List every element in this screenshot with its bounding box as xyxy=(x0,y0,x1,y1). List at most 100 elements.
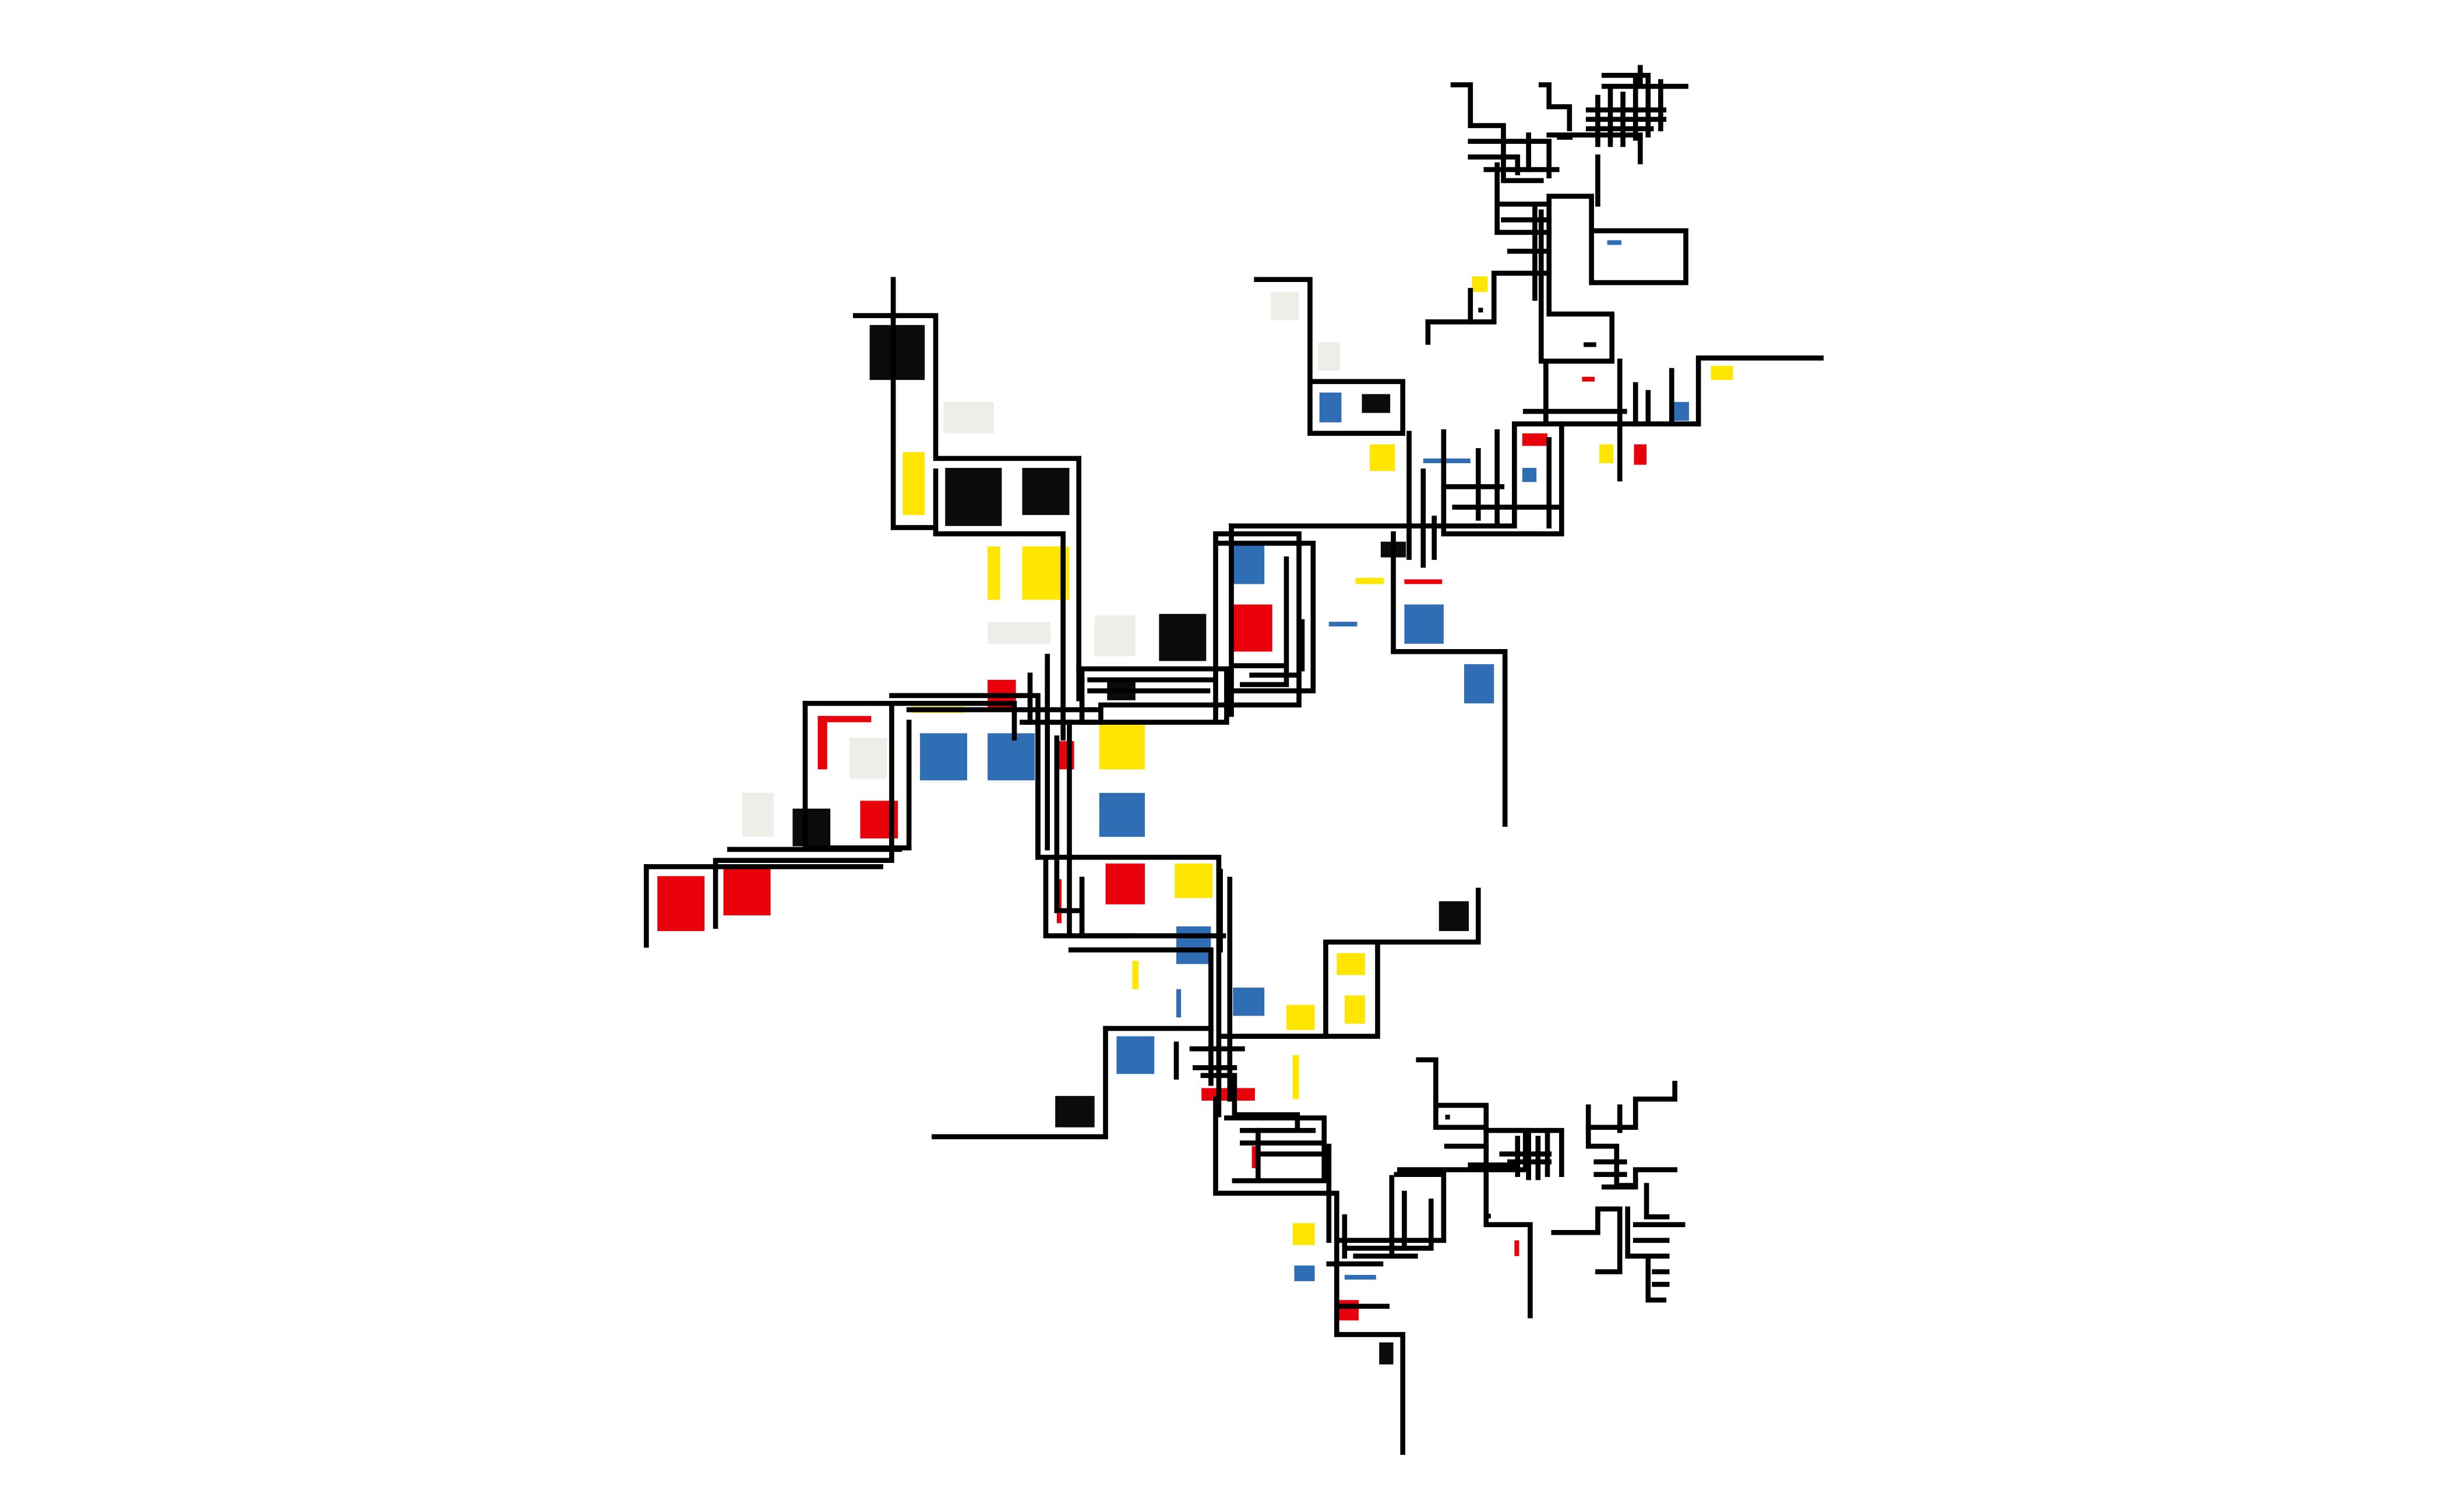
line-segment xyxy=(1546,132,1643,164)
yellow-block xyxy=(1337,953,1365,975)
yellow-block xyxy=(1286,1005,1315,1030)
yellow-block xyxy=(1711,365,1733,380)
line-segment xyxy=(1342,1199,1434,1251)
line-segment xyxy=(1625,1206,1670,1259)
line-segment xyxy=(1068,947,1214,1086)
line-segment xyxy=(1468,139,1552,179)
line-segment xyxy=(802,700,1017,741)
line-segment xyxy=(713,704,894,929)
line-segment xyxy=(1397,1127,1533,1319)
blue-block xyxy=(920,733,968,781)
blue-block xyxy=(1522,468,1537,482)
red-block xyxy=(1634,444,1647,465)
line-segment xyxy=(1254,277,1406,436)
blue-accent xyxy=(1328,622,1358,627)
line-segment xyxy=(1218,541,1316,693)
line-segment xyxy=(1585,1081,1677,1130)
black-block xyxy=(1022,468,1070,515)
offwhite-block xyxy=(1317,342,1340,371)
line-segment xyxy=(1391,531,1508,827)
black-block xyxy=(1055,1095,1095,1127)
black-block xyxy=(1362,394,1391,413)
blue-block xyxy=(1099,792,1145,837)
yellow-block xyxy=(902,452,925,515)
line-segment xyxy=(1240,556,1289,688)
line-segment xyxy=(1054,735,1085,914)
line-network xyxy=(644,65,1824,1455)
small-dot xyxy=(1557,135,1573,140)
red-block xyxy=(1105,864,1145,905)
blue-block xyxy=(1233,987,1265,1016)
small-dot xyxy=(1445,1115,1450,1120)
blue-block xyxy=(1116,1036,1155,1074)
line-segment xyxy=(1585,1104,1620,1188)
line-segment xyxy=(932,1025,1214,1140)
yellow-block xyxy=(1355,577,1384,584)
offwhite-block xyxy=(849,738,887,779)
yellow-block xyxy=(1599,444,1614,463)
line-segment xyxy=(1543,193,1688,427)
line-segment xyxy=(1483,1127,1564,1177)
line-segment xyxy=(1240,939,1380,1039)
blue-accent xyxy=(1176,989,1182,1018)
red-accent xyxy=(1514,1240,1519,1256)
yellow-block xyxy=(1175,864,1213,898)
line-segment xyxy=(1551,1206,1623,1259)
offwhite-block xyxy=(988,622,1051,644)
blue-block xyxy=(988,733,1035,781)
line-segment xyxy=(853,313,1081,702)
red-accent xyxy=(1582,376,1595,382)
red-accent xyxy=(1404,579,1443,584)
small-marks xyxy=(1445,135,1596,1219)
yellow-block xyxy=(1292,1223,1315,1245)
color-blocks xyxy=(657,240,1733,1365)
yellow-block xyxy=(1292,1055,1299,1099)
blue-block xyxy=(1319,392,1342,422)
line-segment xyxy=(1224,1115,1327,1183)
black-block xyxy=(792,808,831,847)
line-segment xyxy=(1416,1057,1489,1130)
line-segment xyxy=(1067,720,1226,939)
red-block xyxy=(1229,604,1272,652)
offwhite-block xyxy=(1094,615,1136,657)
line-segment xyxy=(1644,1183,1670,1220)
line-segment xyxy=(1595,1253,1623,1275)
small-dot xyxy=(1486,1214,1491,1219)
yellow-block xyxy=(988,546,1000,600)
black-block xyxy=(1379,1342,1394,1365)
line-segment xyxy=(1229,355,1824,529)
line-segment xyxy=(1450,82,1506,184)
black-block xyxy=(1438,901,1469,931)
yellow-block xyxy=(1370,444,1395,471)
red-block xyxy=(817,716,872,722)
blue-block xyxy=(1294,1265,1315,1281)
line-segment xyxy=(1614,1167,1677,1188)
yellow-block xyxy=(1344,995,1365,1024)
black-block xyxy=(945,468,1002,526)
line-segment xyxy=(1043,854,1072,939)
red-block xyxy=(657,876,705,931)
line-segment xyxy=(1076,666,1229,725)
line-segment xyxy=(1425,270,1552,345)
red-block xyxy=(723,868,771,916)
line-segment xyxy=(1538,82,1572,132)
red-block xyxy=(817,716,827,770)
offwhite-block xyxy=(1270,292,1299,320)
blue-block xyxy=(1229,543,1265,584)
yellow-block xyxy=(1472,276,1488,292)
black-block xyxy=(869,325,925,380)
blue-block xyxy=(1176,926,1211,964)
line-segment xyxy=(1441,421,1564,537)
red-accent xyxy=(1251,1146,1257,1168)
blue-accent xyxy=(1344,1275,1376,1280)
blue-accent xyxy=(1423,458,1471,463)
small-dot xyxy=(1584,342,1596,347)
yellow-block xyxy=(1099,722,1145,770)
small-dot xyxy=(1478,308,1483,313)
line-segment xyxy=(1645,1253,1667,1303)
line-segment xyxy=(890,277,1066,741)
line-segment xyxy=(1494,162,1552,235)
blue-accent xyxy=(1607,240,1621,245)
